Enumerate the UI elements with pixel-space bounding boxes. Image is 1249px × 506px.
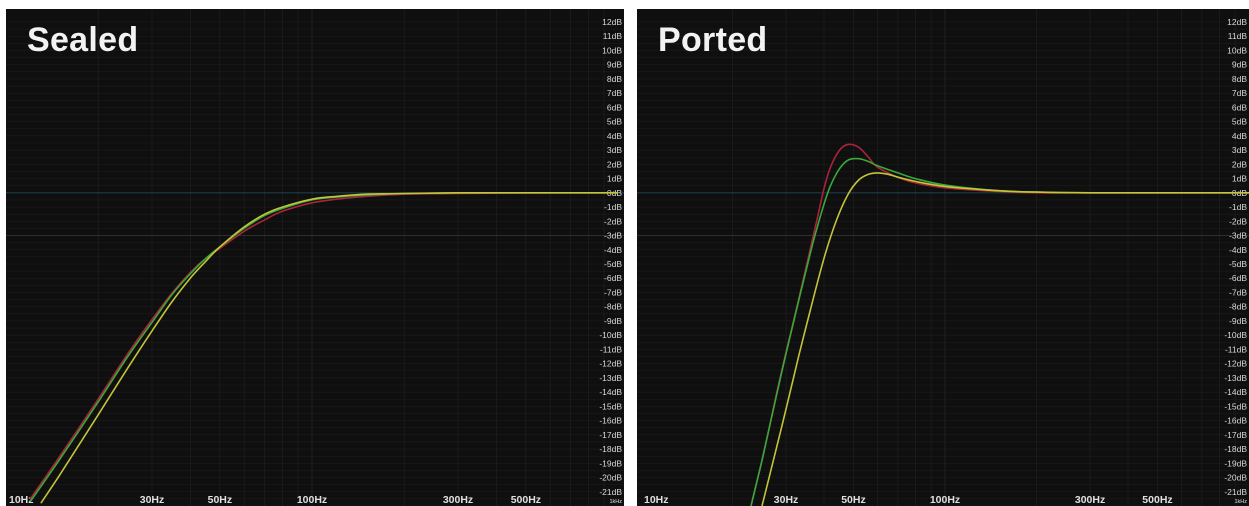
y-tick-label: -15dB [599,401,622,411]
sealed-chart-title: Sealed [27,21,139,59]
x-tick-label: 50Hz [208,494,233,506]
y-tick-label: -3dB [1229,231,1247,241]
y-tick-label: -14dB [599,387,622,397]
y-tick-label: -10dB [599,330,622,340]
ported-chart-title: Ported [658,21,768,59]
y-tick-label: -19dB [1224,458,1247,468]
x-tick-label: 1kHz [609,499,622,505]
y-tick-label: -17dB [1224,430,1247,440]
x-tick-label: 50Hz [841,494,866,506]
y-tick-label: 12dB [1227,17,1247,27]
y-tick-label: -20dB [1224,473,1247,483]
ported-chart-panel: 12dB 11dB 10dB 9dB 8dB 7dB 6dB 5dB 4dB 3dB 2dB 1dB 0… [637,9,1249,506]
y-tick-label: -3dB [604,231,622,241]
x-tick-label: 1kHz [1234,499,1247,505]
y-tick-label: 11dB [1228,31,1248,41]
y-tick-label: -11dB [1225,344,1247,354]
y-tick-label: -20dB [599,473,622,483]
y-tick-label: -5dB [1229,259,1247,269]
y-tick-label: -12dB [599,359,622,369]
x-tick-label: 300Hz [1075,494,1105,506]
y-tick-label: 8dB [1232,74,1247,84]
grid [6,9,624,506]
y-tick-label: 5dB [607,117,622,127]
y-tick-label: -9dB [604,316,622,326]
response-curve-3 [761,172,1249,506]
x-tick-label: 30Hz [774,494,799,506]
y-tick-label: 12dB [602,17,622,27]
x-axis-labels: 10Hz 30Hz 50Hz 100Hz 300Hz 500Hz 1kHz [644,494,1247,506]
y-tick-label: -8dB [1229,302,1247,312]
response-curve-1 [29,191,619,500]
y-tick-label: 8dB [607,74,622,84]
sealed-chart-panel: 12dB 11dB 10dB 9dB 8dB 7dB 6dB 5dB 4dB 3dB 2dB 1dB 0… [6,9,624,506]
y-tick-label: -4dB [1229,245,1247,255]
y-tick-label: -13dB [599,373,622,383]
response-curve-2 [750,157,1249,506]
y-tick-label: -12dB [1224,359,1247,369]
y-tick-label: -18dB [599,444,622,454]
y-tick-label: -21dB [1224,487,1247,497]
ported-plot: 12dB11dB10dB9dB8dB7dB6dB5dB4dB3dB2dB1dB0… [637,9,1249,506]
y-tick-label: -16dB [1224,416,1247,426]
y-tick-label: -15dB [1224,401,1247,411]
y-tick-label: 6dB [1232,102,1247,112]
y-tick-label: -8dB [604,302,622,312]
y-tick-label: 1dB [1232,174,1247,184]
y-tick-label: -6dB [1229,273,1247,283]
y-tick-label: 10dB [1227,45,1247,55]
y-tick-label: 2dB [607,159,622,169]
y-tick-label: 4dB [1232,131,1247,141]
y-tick-label: -14dB [1224,387,1247,397]
y-tick-label: 3dB [607,145,622,155]
grid [637,9,1249,506]
x-tick-label: 30Hz [140,494,165,506]
y-tick-label: -11dB [600,344,622,354]
response-curve-2 [29,191,618,503]
x-tick-label: 100Hz [297,494,327,506]
x-tick-label: 300Hz [443,494,473,506]
y-tick-label: 4dB [607,131,622,141]
sealed-plot: 12dB11dB10dB9dB8dB7dB6dB5dB4dB3dB2dB1dB0… [6,9,624,506]
y-tick-label: -6dB [604,273,622,283]
y-tick-label: -1dB [1229,202,1247,212]
x-tick-label: 500Hz [1142,494,1172,506]
y-tick-label: 9dB [1232,60,1247,70]
y-tick-label: -2dB [1229,216,1247,226]
y-tick-label: -18dB [1224,444,1247,454]
y-tick-label: -10dB [1224,330,1247,340]
y-tick-label: -7dB [1229,287,1247,297]
y-axis-labels: 12dB11dB10dB9dB8dB7dB6dB5dB4dB3dB2dB1dB0… [599,17,622,497]
y-tick-label: -9dB [1229,316,1247,326]
y-tick-label: 6dB [607,102,622,112]
y-tick-label: 5dB [1232,117,1247,127]
x-tick-label: 500Hz [511,494,541,506]
y-tick-label: -7dB [604,287,622,297]
y-tick-label: 7dB [1232,88,1247,98]
y-tick-label: 11dB [603,31,623,41]
y-tick-label: -5dB [604,259,622,269]
x-tick-label: 10Hz [644,494,669,506]
y-tick-label: 7dB [607,88,622,98]
x-tick-label: 100Hz [930,494,960,506]
y-tick-label: -2dB [604,216,622,226]
y-tick-label: 3dB [1232,145,1247,155]
y-tick-label: -1dB [604,202,622,212]
y-axis-labels: 12dB11dB10dB9dB8dB7dB6dB5dB4dB3dB2dB1dB0… [1224,17,1247,497]
y-tick-label: -16dB [599,416,622,426]
y-tick-label: -17dB [599,430,622,440]
y-tick-label: -19dB [599,458,622,468]
y-tick-label: -21dB [599,487,622,497]
y-tick-label: -13dB [1224,373,1247,383]
y-tick-label: 10dB [602,45,622,55]
response-curve-3 [40,191,618,504]
y-tick-label: 2dB [1232,159,1247,169]
y-tick-label: 1dB [607,174,622,184]
y-tick-label: -4dB [604,245,622,255]
x-tick-label: 10Hz [9,494,34,506]
x-axis-labels: 10Hz 30Hz 50Hz 100Hz 300Hz 500Hz 1kHz [9,494,622,506]
y-tick-label: 9dB [607,60,622,70]
